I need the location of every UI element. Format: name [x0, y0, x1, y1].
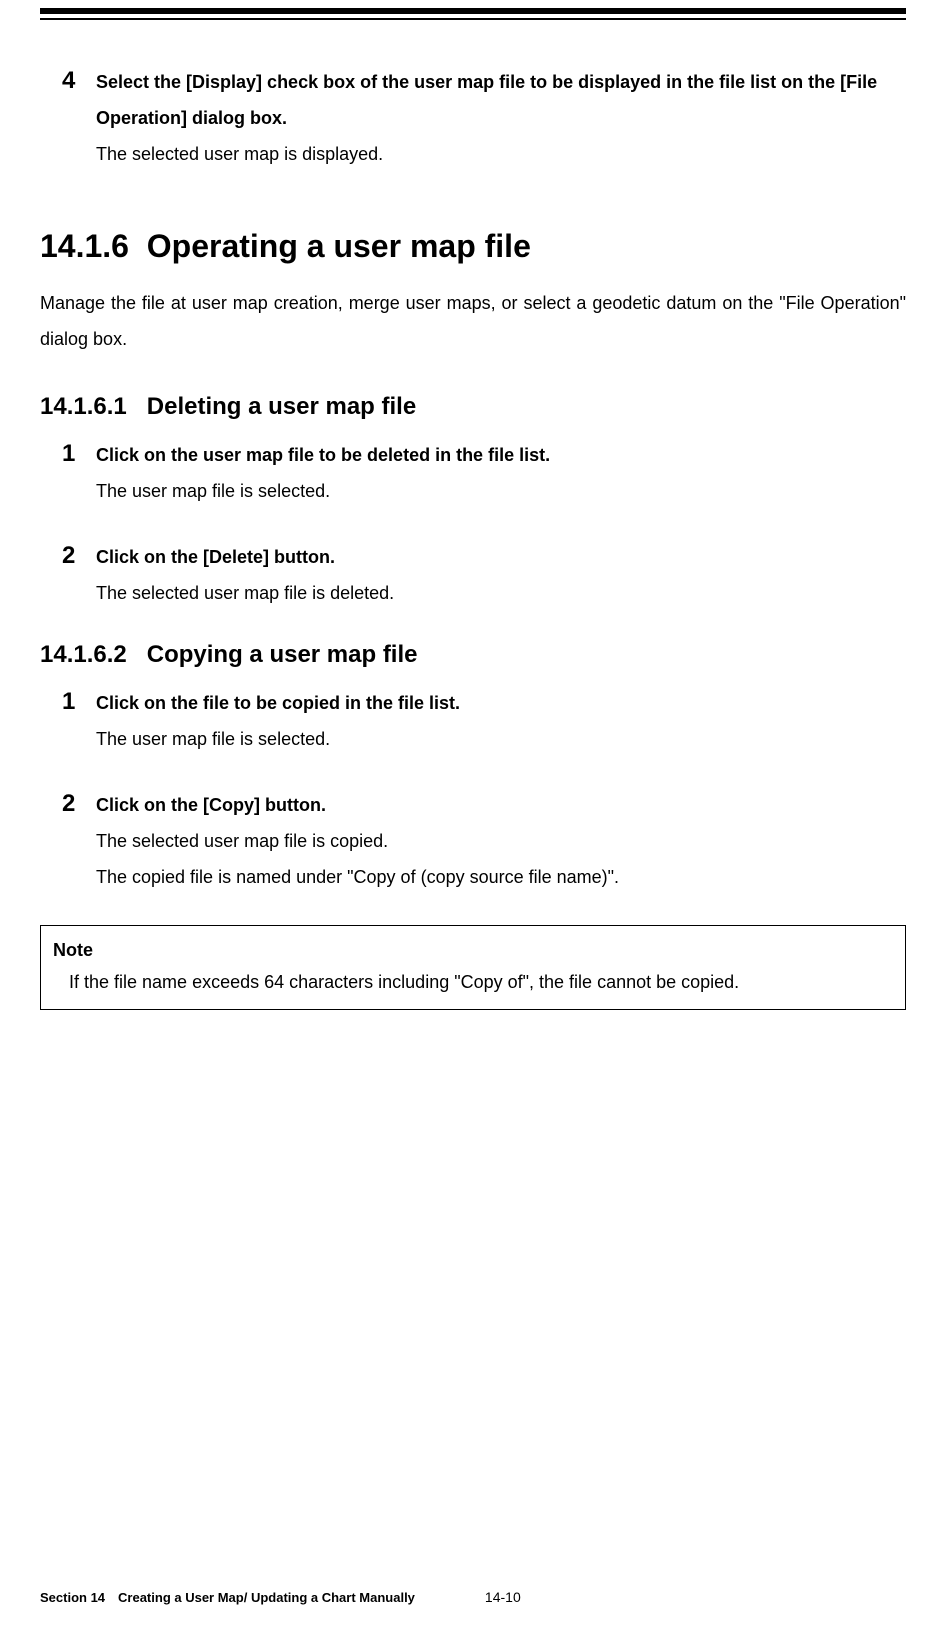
step-block: 2 Click on the [Delete] button. The sele… [62, 539, 906, 611]
step-row: 1 Click on the user map file to be delet… [62, 437, 906, 509]
note-text: If the file name exceeds 64 characters i… [53, 966, 893, 998]
heading-14-1-6-1: 14.1.6.1 Deleting a user map file [40, 393, 906, 421]
heading-number: 14.1.6.1 [40, 393, 127, 420]
step-desc-2: The copied file is named under "Copy of … [96, 859, 906, 895]
heading-14-1-6: 14.1.6 Operating a user map file [40, 228, 906, 265]
step-block: 1 Click on the user map file to be delet… [62, 437, 906, 509]
heading-title: Operating a user map file [147, 228, 531, 264]
heading-title: Copying a user map file [147, 641, 418, 668]
heading-number: 14.1.6.2 [40, 641, 127, 668]
section-intro: Manage the file at user map creation, me… [40, 285, 906, 357]
top-rule-thick [40, 8, 906, 14]
step-number: 2 [62, 787, 96, 821]
heading-14-1-6-2: 14.1.6.2 Copying a user map file [40, 641, 906, 669]
step-row: 1 Click on the file to be copied in the … [62, 685, 906, 757]
step-4-block: 4 Select the [Display] check box of the … [40, 64, 906, 172]
step-desc: The selected user map file is deleted. [96, 575, 906, 611]
step-title: Click on the file to be copied in the fi… [96, 685, 906, 721]
footer-section-title: Section 14 Creating a User Map/ Updating… [40, 1590, 415, 1605]
step-number: 1 [62, 685, 96, 719]
step-body: Click on the [Copy] button. The selected… [96, 787, 906, 895]
heading-number: 14.1.6 [40, 228, 129, 264]
step-number: 1 [62, 437, 96, 471]
note-box: Note If the file name exceeds 64 charact… [40, 925, 906, 1010]
heading-title: Deleting a user map file [147, 393, 416, 420]
step-desc: The user map file is selected. [96, 473, 906, 509]
note-label: Note [53, 934, 893, 966]
step-block: 1 Click on the file to be copied in the … [62, 685, 906, 757]
step-title: Click on the user map file to be deleted… [96, 437, 906, 473]
step-title: Click on the [Delete] button. [96, 539, 906, 575]
steps-14-1-6-2: 1 Click on the file to be copied in the … [40, 685, 906, 895]
step-title: Select the [Display] check box of the us… [96, 64, 906, 136]
step-desc: The selected user map is displayed. [96, 136, 906, 172]
step-number: 2 [62, 539, 96, 573]
document-page: 4 Select the [Display] check box of the … [0, 8, 946, 1629]
top-rule-thin [40, 18, 906, 20]
step-body: Click on the user map file to be deleted… [96, 437, 906, 509]
step-body: Click on the file to be copied in the fi… [96, 685, 906, 757]
step-title: Click on the [Copy] button. [96, 787, 906, 823]
steps-14-1-6-1: 1 Click on the user map file to be delet… [40, 437, 906, 611]
step-row: 4 Select the [Display] check box of the … [62, 64, 906, 172]
step-body: Click on the [Delete] button. The select… [96, 539, 906, 611]
step-number: 4 [62, 64, 96, 98]
footer-page-number: 14-10 [485, 1589, 521, 1605]
page-footer: Section 14 Creating a User Map/ Updating… [40, 1589, 906, 1605]
step-desc: The selected user map file is copied. [96, 823, 906, 859]
step-row: 2 Click on the [Copy] button. The select… [62, 787, 906, 895]
step-desc: The user map file is selected. [96, 721, 906, 757]
step-block: 2 Click on the [Copy] button. The select… [62, 787, 906, 895]
step-row: 2 Click on the [Delete] button. The sele… [62, 539, 906, 611]
step-body: Select the [Display] check box of the us… [96, 64, 906, 172]
